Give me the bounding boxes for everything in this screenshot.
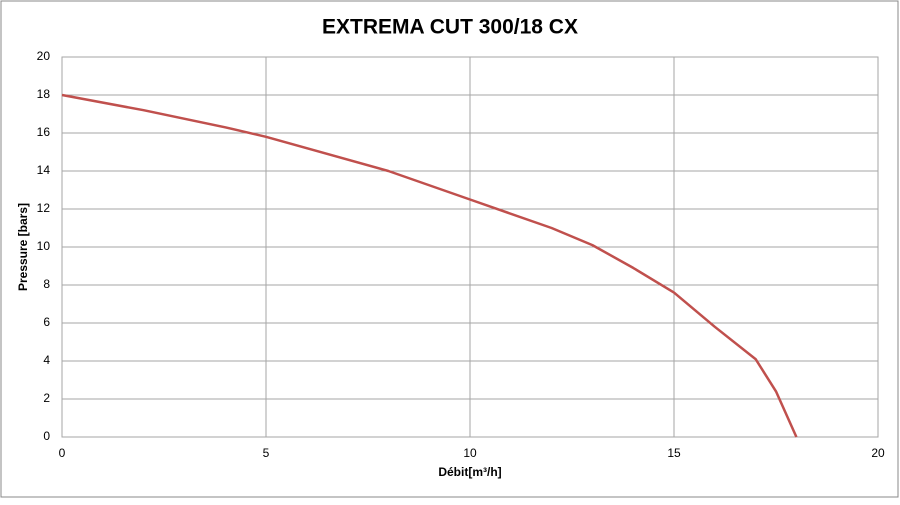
y-tick-label: 14 — [37, 163, 51, 177]
y-tick-label: 4 — [43, 353, 50, 367]
y-tick-label: 8 — [43, 277, 50, 291]
chart-title: EXTREMA CUT 300/18 CX — [322, 16, 578, 39]
y-tick-label: 6 — [43, 315, 50, 329]
x-tick-label: 0 — [59, 446, 66, 460]
y-tick-label: 0 — [43, 429, 50, 443]
x-tick-label: 15 — [667, 446, 681, 460]
x-tick-label: 10 — [463, 446, 477, 460]
x-tick-label: 5 — [263, 446, 270, 460]
y-tick-label: 20 — [37, 49, 51, 63]
y-tick-label: 12 — [37, 201, 51, 215]
y-tick-label: 10 — [37, 239, 51, 253]
y-tick-label: 16 — [37, 125, 51, 139]
x-axis-label: Débit[m³/h] — [438, 465, 501, 479]
data-line — [61, 93, 798, 438]
x-tick-label: 20 — [871, 446, 885, 460]
y-tick-label: 18 — [37, 87, 51, 101]
y-tick-label: 2 — [43, 391, 50, 405]
y-axis-label: Pressure [bars] — [16, 203, 30, 291]
